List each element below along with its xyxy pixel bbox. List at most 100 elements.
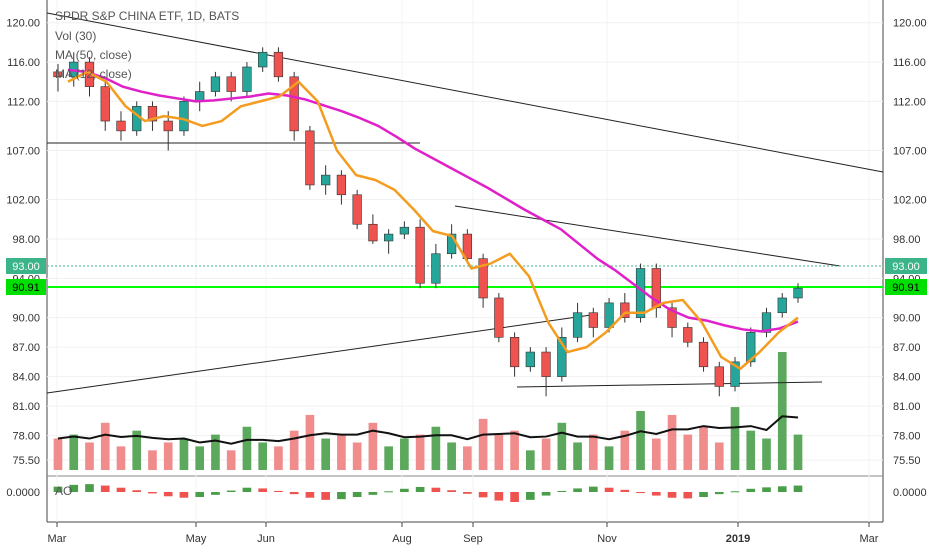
volume-bar — [337, 434, 346, 470]
candle-body — [53, 71, 63, 78]
price-tag-last-right-bg — [885, 258, 927, 274]
ao-bar — [510, 492, 519, 502]
ao-oscillator-layer — [53, 484, 803, 502]
ao-bar — [557, 490, 567, 492]
candle-body — [336, 174, 347, 196]
price-tag-level-left-text: 90.91 — [12, 282, 40, 294]
y-tick-label-right: 84.00 — [893, 372, 921, 384]
oscillator-label: AO — [55, 484, 72, 498]
candle-body — [698, 341, 709, 368]
ao-bar — [132, 490, 142, 492]
candle-body — [116, 120, 126, 132]
ao-bar — [746, 488, 756, 492]
ao-bar — [683, 492, 693, 499]
candle-body — [163, 120, 173, 132]
ao-bar — [242, 487, 252, 492]
mid-trendline — [454, 205, 841, 267]
y-tick-label-left: 84.00 — [12, 372, 40, 384]
ao-bar — [541, 492, 551, 496]
volume-bar — [604, 446, 614, 470]
ao-bar — [699, 492, 708, 497]
y-tick-label-left: 87.00 — [12, 342, 40, 354]
time-axis: Mar May Jun Aug Sep Nov 2019 Mar — [48, 522, 879, 545]
volume-bar — [195, 446, 205, 470]
ao-bar — [352, 492, 362, 497]
price-tag-last-left: 93.00 — [6, 258, 46, 274]
ao-bar — [762, 487, 771, 492]
volume-bar — [730, 407, 740, 470]
osc-tick-label-right: 0.0000 — [893, 487, 927, 499]
volume-bar — [620, 430, 630, 470]
moving-average-layer — [67, 68, 799, 371]
price-tag-last-right-text: 93.00 — [892, 261, 920, 273]
x-tick-label: Nov — [597, 533, 617, 545]
volume-bar — [431, 426, 441, 470]
ao-bar — [494, 492, 504, 501]
ao-bar — [289, 492, 299, 495]
support-base-line — [516, 381, 823, 388]
y-tick-label-right: 81.00 — [893, 401, 921, 413]
candle-body — [730, 361, 740, 387]
volume-bar — [793, 434, 803, 470]
y-tick-label-left: 98.00 — [12, 234, 40, 246]
candle-body — [572, 312, 583, 338]
volume-layer — [53, 352, 803, 470]
volume-bar — [100, 422, 110, 470]
volume-bar — [69, 434, 79, 470]
candle-body — [761, 312, 772, 333]
ao-bar — [478, 492, 488, 498]
candle-body — [541, 351, 551, 377]
candle-body — [777, 297, 787, 314]
lower-trendline — [46, 313, 599, 394]
volume-bar — [400, 438, 409, 470]
y-tick-label-right: 87.00 — [893, 342, 921, 354]
volume-bar — [226, 450, 236, 470]
ao-bar — [526, 492, 535, 500]
candle-body — [399, 226, 410, 235]
candle-body — [179, 101, 189, 132]
volume-bar — [699, 426, 708, 470]
volume-bar — [573, 442, 582, 470]
volume-bar — [415, 434, 425, 470]
ao-bar — [69, 484, 79, 492]
candle-body — [478, 258, 488, 299]
candle-body — [588, 312, 598, 328]
ao-bar — [368, 492, 378, 495]
ao-bar — [274, 490, 283, 492]
volume-bar — [762, 438, 771, 470]
candle-body — [620, 302, 630, 318]
x-tick-label: Mar — [48, 533, 67, 545]
volume-bar — [53, 438, 63, 470]
y-tick-label-left: 81.00 — [12, 401, 40, 413]
candle-body — [147, 105, 158, 122]
volume-bar — [289, 430, 299, 470]
candle-body — [258, 51, 268, 68]
volume-bar — [746, 430, 756, 470]
volume-bar — [148, 450, 157, 470]
x-tick-label: Mar — [860, 533, 879, 545]
candle-layer — [53, 47, 803, 397]
legend: SPDR S&P CHINA ETF, 1D, BATS Vol (30) MA… — [55, 9, 239, 498]
ao-bar — [431, 487, 441, 492]
right-price-axis: 120.00116.00112.00107.00102.0098.0094.00… — [893, 18, 927, 499]
ao-bar — [651, 492, 661, 496]
osc-tick-label-left: 0.0000 — [6, 487, 40, 499]
y-tick-label-right: 90.00 — [893, 313, 921, 325]
legend-volume: Vol (30) — [55, 29, 96, 43]
volume-bar — [163, 442, 173, 470]
volume-bar — [588, 434, 598, 470]
candle-body — [683, 327, 693, 343]
ao-bar — [730, 491, 740, 493]
ma50-line — [67, 68, 799, 333]
candle-body — [226, 76, 236, 92]
y-tick-label-left: 78.00 — [12, 431, 40, 443]
volume-bar — [667, 414, 677, 470]
volume-bar — [714, 442, 724, 470]
price-tag-level-right-text: 90.91 — [892, 282, 920, 294]
ao-bar — [258, 488, 268, 492]
x-tick-label: May — [186, 533, 207, 545]
candle-body — [352, 194, 362, 225]
volume-bar — [463, 446, 472, 470]
